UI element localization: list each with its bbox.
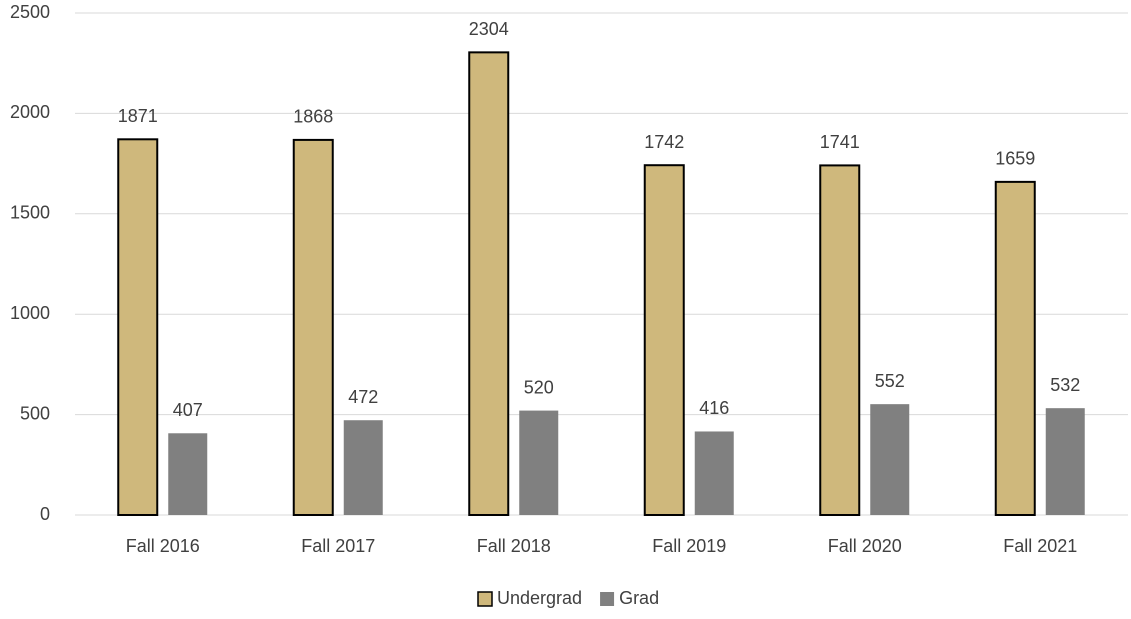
data-label: 407 xyxy=(173,400,203,420)
legend-label: Grad xyxy=(619,588,659,608)
x-tick-label: Fall 2017 xyxy=(301,536,375,556)
y-tick-label: 1500 xyxy=(10,203,50,223)
y-tick-label: 2000 xyxy=(10,102,50,122)
bar xyxy=(519,410,559,515)
legend-swatch xyxy=(600,592,615,606)
bar xyxy=(694,431,734,515)
bar xyxy=(1045,408,1085,515)
data-label: 1659 xyxy=(995,149,1035,169)
bar xyxy=(343,420,383,515)
x-tick-label: Fall 2021 xyxy=(1003,536,1077,556)
data-label: 1741 xyxy=(820,132,860,152)
y-tick-label: 2500 xyxy=(10,2,50,22)
bar xyxy=(643,164,685,517)
legend-swatch xyxy=(477,591,493,607)
data-label: 520 xyxy=(524,377,554,397)
y-tick-label: 500 xyxy=(20,403,50,423)
bar xyxy=(819,164,861,516)
data-label: 532 xyxy=(1050,375,1080,395)
bar xyxy=(994,180,1036,516)
bar xyxy=(292,138,334,516)
y-tick-label: 1000 xyxy=(10,303,50,323)
x-tick-label: Fall 2020 xyxy=(828,536,902,556)
bar xyxy=(168,433,208,515)
x-tick-label: Fall 2016 xyxy=(126,536,200,556)
data-label: 1871 xyxy=(118,106,158,126)
data-label: 1742 xyxy=(644,132,684,152)
legend-label: Undergrad xyxy=(497,588,582,608)
data-label: 2304 xyxy=(469,19,509,39)
data-label: 472 xyxy=(348,387,378,407)
data-label: 552 xyxy=(875,371,905,391)
y-tick-label: 0 xyxy=(40,504,50,524)
bar xyxy=(117,138,159,517)
bar xyxy=(870,404,910,515)
data-label: 416 xyxy=(699,398,729,418)
x-tick-label: Fall 2019 xyxy=(652,536,726,556)
bar xyxy=(468,51,510,516)
data-label: 1868 xyxy=(293,107,333,127)
x-tick-label: Fall 2018 xyxy=(477,536,551,556)
